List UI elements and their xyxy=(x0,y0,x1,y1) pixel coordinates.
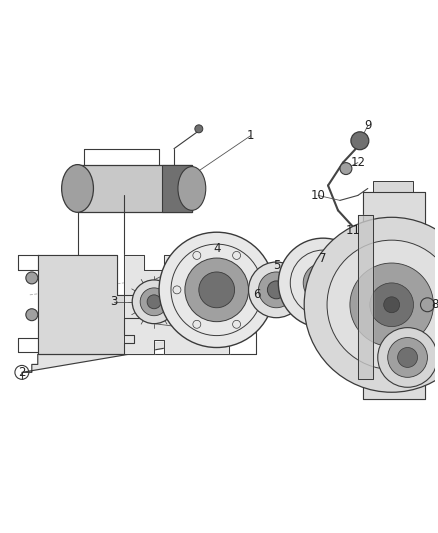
Circle shape xyxy=(185,258,248,322)
Circle shape xyxy=(159,232,274,348)
Text: 12: 12 xyxy=(350,156,365,169)
Text: 1: 1 xyxy=(247,130,254,142)
Ellipse shape xyxy=(62,165,93,212)
Text: 2: 2 xyxy=(18,366,25,379)
Circle shape xyxy=(340,163,352,174)
Circle shape xyxy=(26,309,38,321)
Circle shape xyxy=(268,282,284,298)
Circle shape xyxy=(248,262,304,318)
Circle shape xyxy=(26,272,38,284)
Circle shape xyxy=(388,337,427,377)
Circle shape xyxy=(378,328,438,387)
Circle shape xyxy=(258,272,294,308)
Text: 10: 10 xyxy=(311,189,325,202)
Circle shape xyxy=(370,283,413,327)
Text: 4: 4 xyxy=(213,241,220,255)
Bar xyxy=(162,165,192,212)
Circle shape xyxy=(313,273,333,293)
Text: 5: 5 xyxy=(273,259,280,271)
Circle shape xyxy=(132,280,176,324)
Text: 7: 7 xyxy=(319,252,327,264)
Circle shape xyxy=(278,238,368,328)
Bar xyxy=(373,181,413,192)
Circle shape xyxy=(268,281,285,299)
Ellipse shape xyxy=(178,167,206,211)
Text: 8: 8 xyxy=(432,298,438,311)
Circle shape xyxy=(304,217,438,392)
Polygon shape xyxy=(38,255,144,354)
Polygon shape xyxy=(358,215,373,379)
Text: 11: 11 xyxy=(346,224,360,237)
Circle shape xyxy=(303,263,343,303)
Polygon shape xyxy=(22,333,257,373)
Bar xyxy=(78,165,192,212)
Circle shape xyxy=(384,297,399,313)
Circle shape xyxy=(195,125,203,133)
Text: 9: 9 xyxy=(364,119,371,132)
Text: 6: 6 xyxy=(253,288,260,301)
Polygon shape xyxy=(363,192,425,399)
Text: 3: 3 xyxy=(111,295,118,308)
Circle shape xyxy=(199,272,235,308)
Circle shape xyxy=(147,295,161,309)
Circle shape xyxy=(398,348,417,367)
Polygon shape xyxy=(124,255,229,354)
Circle shape xyxy=(350,263,434,346)
Circle shape xyxy=(327,240,438,369)
Circle shape xyxy=(140,288,168,316)
Circle shape xyxy=(351,132,369,150)
